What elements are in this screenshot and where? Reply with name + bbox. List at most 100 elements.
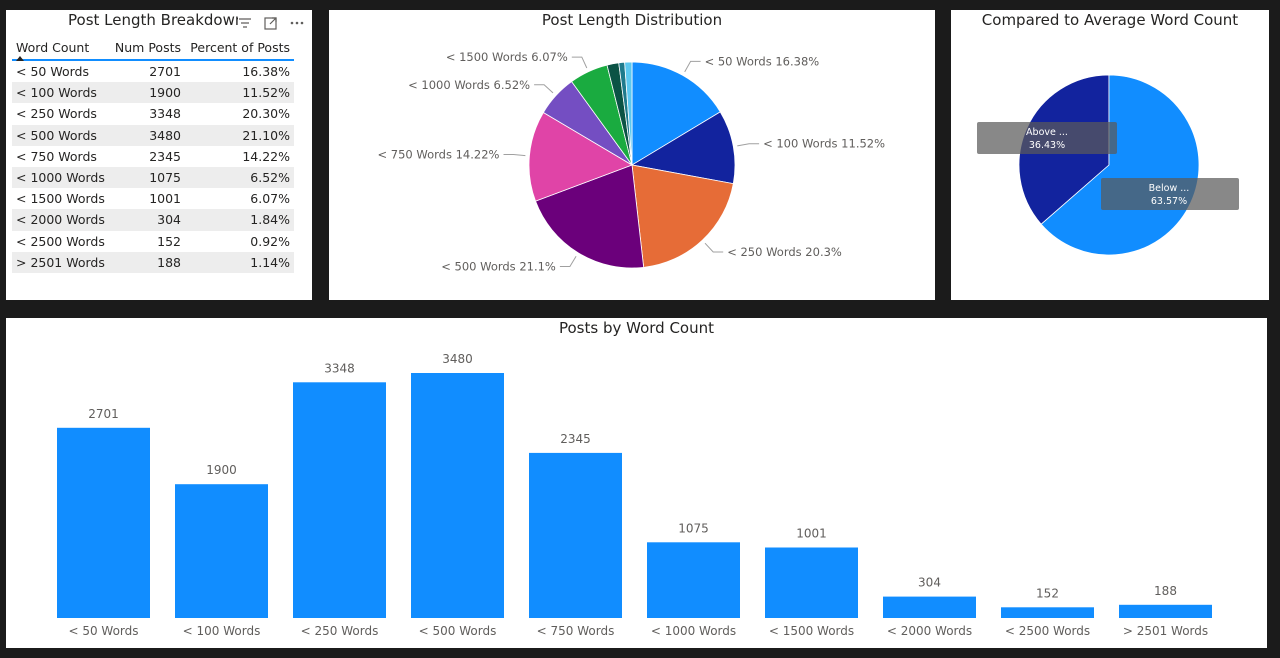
- bar-value-label: 1075: [678, 521, 709, 535]
- bar[interactable]: [1001, 607, 1094, 618]
- cell-num-posts: 1075: [110, 166, 185, 189]
- pie-data-label: < 1000 Words 6.52%: [408, 78, 530, 92]
- post-length-distribution-panel: Post Length Distribution < 50 Words 16.3…: [329, 10, 935, 300]
- cell-word-count: < 100 Words: [12, 82, 111, 104]
- bar[interactable]: [883, 596, 976, 618]
- bar-value-label: 188: [1154, 584, 1177, 598]
- cell-word-count: < 2500 Words: [16, 233, 105, 249]
- avg-category-label: Above ...: [1026, 127, 1068, 138]
- bar[interactable]: [1119, 604, 1212, 618]
- pie-slice[interactable]: [624, 61, 633, 166]
- cell-num-posts: 3480: [110, 124, 185, 146]
- pie-leader-line: [534, 84, 554, 94]
- bar[interactable]: [293, 382, 386, 618]
- cell-word-count: < 2000 Words: [12, 209, 111, 231]
- avg-label-background: [977, 122, 1117, 154]
- pie-leader-line: [684, 60, 701, 73]
- pie-slice[interactable]: [630, 111, 736, 185]
- cell-num-posts: 1900: [110, 82, 185, 104]
- bar-value-label: 2345: [560, 432, 591, 446]
- cell-percent: 1.14%: [185, 251, 294, 273]
- pie-slice[interactable]: [535, 164, 645, 269]
- cell-percent: 6.07%: [250, 191, 290, 207]
- pie-data-label: < 250 Words 20.3%: [727, 245, 842, 259]
- bar-value-label: 3348: [324, 361, 355, 375]
- word-count-bar-chart: 2701 < 50 Words 1900 < 100 Words 3348 < 250 W…: [57, 352, 1212, 638]
- x-axis-tick-label: < 2000 Words: [887, 624, 972, 638]
- cell-percent: 20.30%: [242, 106, 290, 122]
- avg-tooltip-label: Below ... 63.57%: [1101, 178, 1239, 210]
- table-row[interactable]: < 2500 Words 152 0.92%: [12, 231, 294, 252]
- x-axis-tick-label: < 1500 Words: [769, 624, 854, 638]
- column-header-percent[interactable]: Percent of Posts: [190, 39, 290, 55]
- cell-percent: 11.52%: [185, 82, 294, 104]
- post-length-breakdown-panel: Post Length Breakdown Word Count Num Pos…: [6, 10, 312, 300]
- bar-value-label: 152: [1036, 586, 1059, 600]
- breakdown-table: Word Count Num Posts Percent of Posts < …: [12, 35, 294, 273]
- bar-value-label: 1900: [206, 463, 237, 477]
- more-options-icon[interactable]: [288, 15, 306, 31]
- bar[interactable]: [647, 542, 740, 618]
- column-header-num-posts[interactable]: Num Posts: [114, 39, 181, 55]
- cell-percent: 6.52%: [185, 166, 294, 189]
- bar[interactable]: [529, 452, 622, 618]
- pie-leader-line: [559, 256, 577, 267]
- pie-slice[interactable]: [631, 61, 721, 166]
- bar-value-label: 1001: [796, 527, 827, 541]
- table-row[interactable]: < 2000 Words 304 1.84%: [12, 209, 294, 231]
- table-title: Post Length Breakdown: [68, 11, 238, 29]
- pie-leader-line: [503, 154, 526, 157]
- x-axis-tick-label: < 100 Words: [183, 624, 261, 638]
- pie-chart-title: Post Length Distribution: [541, 11, 723, 29]
- bar[interactable]: [175, 484, 268, 618]
- cell-num-posts: 3348: [149, 106, 181, 122]
- table-row[interactable]: < 750 Words 2345 14.22%: [12, 146, 294, 167]
- cell-word-count: < 1000 Words: [12, 166, 111, 189]
- column-header-word-count[interactable]: Word Count: [12, 35, 110, 61]
- x-axis-tick-label: < 500 Words: [419, 624, 497, 638]
- posts-by-word-count-panel: Posts by Word Count 2701 < 50 Words 1900 < …: [6, 318, 1267, 648]
- table-header-row: Word Count Num Posts Percent of Posts: [12, 35, 294, 61]
- compared-to-average-panel: Compared to Average Word Count Above ...…: [951, 10, 1269, 300]
- bar-value-label: 2701: [88, 407, 119, 421]
- avg-percent-label: 63.57%: [1151, 196, 1187, 207]
- cell-num-posts: 152: [157, 233, 181, 249]
- table-row[interactable]: < 50 Words 2701 16.38%: [12, 60, 294, 82]
- cell-word-count: < 500 Words: [12, 124, 111, 146]
- table-row[interactable]: < 1500 Words 1001 6.07%: [12, 188, 294, 209]
- table-row[interactable]: < 500 Words 3480 21.10%: [12, 124, 294, 146]
- table-row[interactable]: < 100 Words 1900 11.52%: [12, 82, 294, 104]
- pie-slice[interactable]: [631, 164, 734, 268]
- bar-chart-title: Posts by Word Count: [558, 319, 714, 337]
- avg-tooltip-label: Above ... 36.43%: [977, 122, 1117, 154]
- focus-mode-icon[interactable]: [262, 15, 280, 31]
- cell-num-posts: 304: [110, 209, 185, 231]
- x-axis-tick-label: < 750 Words: [537, 624, 615, 638]
- cell-percent: 21.10%: [185, 124, 294, 146]
- table-row[interactable]: > 2501 Words 188 1.14%: [12, 251, 294, 273]
- x-axis-tick-label: < 1000 Words: [651, 624, 736, 638]
- cell-word-count: < 1500 Words: [16, 191, 105, 207]
- table-row[interactable]: < 1000 Words 1075 6.52%: [12, 166, 294, 189]
- table-row[interactable]: < 250 Words 3348 20.30%: [12, 103, 294, 124]
- cell-word-count: < 250 Words: [16, 106, 97, 122]
- bar[interactable]: [411, 373, 504, 618]
- bar[interactable]: [765, 547, 858, 619]
- cell-word-count: < 50 Words: [16, 64, 89, 80]
- pie-data-label: < 50 Words 16.38%: [705, 54, 820, 68]
- pie-data-label: < 1500 Words 6.07%: [446, 50, 568, 64]
- cell-percent: 16.38%: [242, 64, 290, 80]
- bar-value-label: 304: [918, 576, 941, 590]
- x-axis-tick-label: < 250 Words: [301, 624, 379, 638]
- cell-num-posts: 1001: [149, 191, 181, 207]
- avg-label-background: [1101, 178, 1239, 210]
- cell-word-count: > 2501 Words: [12, 251, 111, 273]
- pie-data-label: < 750 Words 14.22%: [378, 148, 500, 162]
- bar[interactable]: [57, 427, 150, 618]
- pie-slice[interactable]: [528, 111, 633, 202]
- avg-percent-label: 36.43%: [1029, 140, 1065, 151]
- cell-percent: 1.84%: [185, 209, 294, 231]
- cell-num-posts: 2701: [149, 64, 181, 80]
- filter-icon[interactable]: [236, 15, 254, 31]
- x-axis-tick-label: < 50 Words: [68, 624, 138, 638]
